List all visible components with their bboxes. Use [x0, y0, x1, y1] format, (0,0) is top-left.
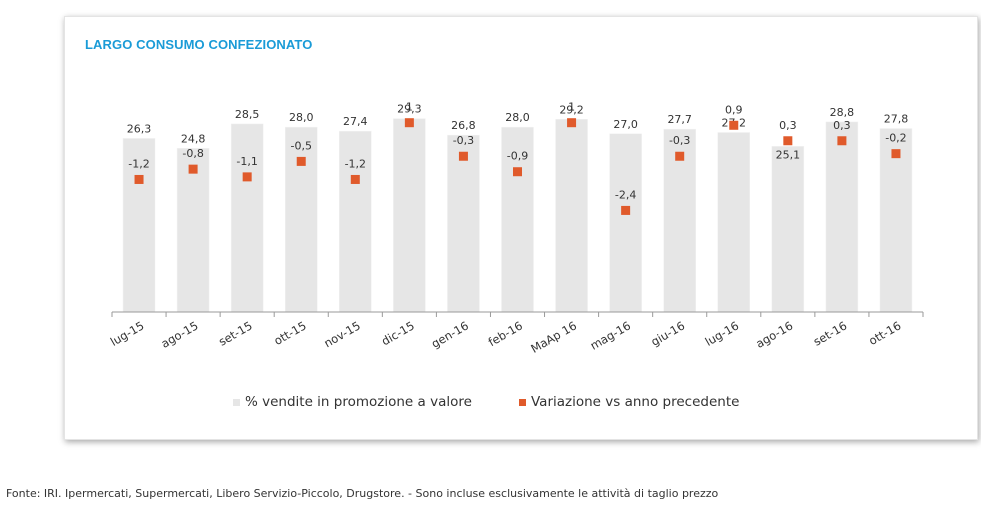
chart-title: LARGO CONSUMO CONFEZIONATO — [85, 37, 313, 52]
bar-label-0: 26,3 — [127, 122, 151, 135]
marker-3 — [296, 156, 306, 166]
marker-label-14: -0,2 — [885, 132, 906, 145]
bar-5 — [393, 118, 426, 313]
x-tick-label-14: ott-16 — [866, 318, 903, 348]
x-tick-label-6: gen-16 — [429, 318, 471, 350]
bar-9 — [609, 133, 642, 313]
marker-1 — [188, 164, 198, 174]
x-tick-label-8: MaAp 16 — [528, 318, 579, 355]
marker-12 — [783, 136, 793, 146]
marker-7 — [513, 167, 522, 177]
x-tick-label-11: lug-16 — [703, 318, 742, 348]
marker-label-12: 0,3 — [779, 119, 797, 132]
x-tick-label-9: mag-16 — [588, 318, 633, 352]
bar-label-10: 27,7 — [667, 113, 692, 126]
marker-label-1: -0,8 — [182, 147, 203, 160]
bar-label-1: 24,8 — [181, 132, 206, 145]
bar-label-7: 28,0 — [505, 111, 530, 124]
bar-3 — [284, 126, 318, 313]
x-tick-label-7: feb-16 — [486, 318, 525, 349]
marker-label-13: 0,3 — [833, 119, 851, 132]
bar-label-12: 25,1 — [776, 148, 801, 161]
legend-item-markers: Variazione vs anno precedente — [519, 394, 739, 410]
marker-8 — [567, 118, 577, 128]
marker-2 — [242, 172, 252, 182]
marker-label-7: -0,9 — [507, 150, 528, 163]
marker-label-3: -0,5 — [290, 139, 311, 152]
legend-swatch-markers — [519, 398, 526, 406]
x-tick-label-0: lug-15 — [108, 318, 147, 348]
marker-5 — [404, 118, 414, 128]
bar-6 — [447, 134, 480, 313]
marker-label-5: 1 — [406, 101, 413, 114]
marker-0 — [134, 174, 144, 184]
bar-2 — [230, 123, 264, 313]
bar-label-8: 29,2 — [559, 103, 584, 116]
bar-label-3: 28,0 — [289, 111, 314, 124]
chart-legend: % vendite in promozione a valore Variazi… — [65, 394, 979, 412]
bar-11 — [717, 132, 751, 313]
marker-label-0: -1,2 — [128, 157, 149, 170]
x-tick-label-3: ott-15 — [272, 318, 309, 348]
bar-14 — [879, 128, 913, 313]
marker-label-2: -1,1 — [236, 155, 257, 168]
x-tick-label-1: ago-15 — [159, 318, 201, 350]
marker-label-6: -0,3 — [453, 134, 474, 147]
legend-label-bars: % vendite in promozione a valore — [245, 394, 472, 410]
bar-label-14: 27,8 — [884, 113, 909, 126]
bar-0 — [122, 138, 156, 313]
marker-11 — [729, 120, 739, 130]
bar-label-5: 29,3 — [397, 103, 422, 116]
bar-13 — [825, 121, 859, 313]
marker-13 — [837, 136, 847, 146]
bar-label-9: 27,0 — [613, 118, 638, 131]
bar-12 — [771, 146, 805, 313]
legend-item-bars: % vendite in promozione a valore — [233, 394, 472, 410]
bar-4 — [339, 130, 372, 313]
source-note: Fonte: IRI. Ipermercati, Supermercati, L… — [6, 487, 719, 500]
x-tick-label-4: nov-15 — [321, 318, 362, 350]
bar-label-6: 26,8 — [451, 119, 476, 132]
x-tick-label-12: ago-16 — [753, 318, 795, 350]
bar-label-4: 27,4 — [343, 115, 368, 128]
x-tick-label-10: giu-16 — [649, 318, 688, 348]
marker-6 — [458, 151, 468, 161]
marker-label-11: 0,9 — [725, 103, 743, 116]
chart-plot: 26,3 24,8 28,5 28,0 27,4 29,3 26,8 28,0 29,2 27,0… — [108, 101, 924, 356]
marker-label-4: -1,2 — [345, 157, 366, 170]
chart-card: LARGO CONSUMO CONFEZIONATO 26,3 24,8 28,5 2… — [64, 16, 978, 440]
marker-9 — [621, 205, 631, 215]
legend-label-markers: Variazione vs anno precedente — [531, 394, 740, 410]
x-tick-label-2: set-15 — [216, 318, 254, 348]
x-tick-label-13: set-16 — [811, 318, 849, 348]
marker-10 — [675, 151, 685, 161]
bar-label-2: 28,5 — [235, 108, 260, 121]
marker-label-9: -2,4 — [615, 188, 636, 201]
x-tick-label-5: dic-15 — [379, 318, 417, 348]
legend-swatch-bars — [233, 398, 240, 406]
marker-label-10: -0,3 — [669, 134, 690, 147]
bar-label-13: 28,8 — [830, 106, 855, 119]
bar-8 — [555, 119, 588, 313]
marker-4 — [350, 174, 360, 184]
bar-7 — [501, 126, 534, 313]
marker-label-8: 1 — [568, 101, 575, 114]
marker-14 — [891, 149, 901, 159]
